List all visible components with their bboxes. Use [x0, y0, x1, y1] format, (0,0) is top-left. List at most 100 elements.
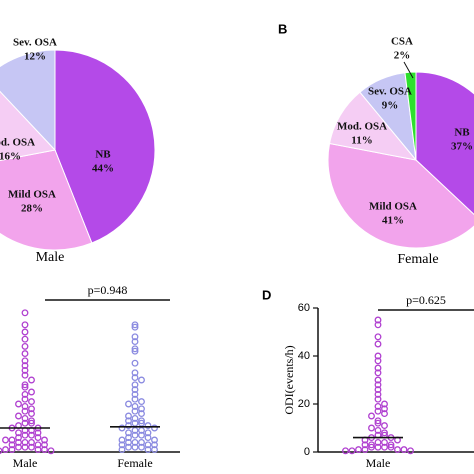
- dot: [2, 446, 9, 454]
- dot: [131, 395, 139, 403]
- dot: [381, 443, 388, 451]
- y-axis-label: ODI(events/h): [282, 345, 296, 414]
- panel-label: B: [278, 21, 287, 36]
- dot: [21, 383, 29, 391]
- dot: [131, 345, 139, 353]
- dot: [21, 366, 29, 374]
- dot: [138, 438, 145, 446]
- dot: [138, 431, 145, 439]
- dot: [138, 417, 145, 425]
- dot: [374, 357, 382, 365]
- dot: [374, 419, 382, 427]
- dot: [131, 359, 139, 367]
- panel-label: D: [262, 287, 271, 302]
- dot: [374, 402, 382, 410]
- slice-value: 2%: [394, 50, 411, 62]
- dot: [34, 446, 42, 454]
- dot: [125, 417, 132, 425]
- dot: [34, 429, 42, 437]
- pie-slice: [415, 71, 474, 216]
- dot: [28, 438, 35, 446]
- leader-line: [403, 61, 414, 79]
- dot: [21, 395, 29, 403]
- dot: [28, 419, 35, 427]
- dot: [28, 417, 35, 425]
- x-tick-label: Female: [117, 456, 152, 470]
- dot: [368, 412, 375, 420]
- dot: [8, 436, 16, 444]
- dot: [28, 443, 35, 451]
- slice-label: Sev. OSA: [368, 86, 412, 98]
- dot: [144, 446, 152, 454]
- dot: [374, 395, 382, 403]
- dot: [21, 438, 29, 446]
- y-tick-label: 60: [298, 302, 310, 314]
- dot: [118, 441, 126, 449]
- dot: [28, 376, 35, 384]
- slice-label: NB: [95, 149, 111, 161]
- dot: [34, 441, 42, 449]
- slice-value: 28%: [21, 203, 43, 215]
- dot: [374, 333, 382, 341]
- y-tick-label: 0: [304, 446, 310, 458]
- dot: [381, 410, 388, 418]
- dot: [374, 438, 382, 446]
- dot: [118, 436, 126, 444]
- dot: [125, 443, 132, 451]
- dot: [21, 309, 29, 317]
- dot: [21, 371, 29, 379]
- dot: [41, 436, 48, 444]
- pie-slice: [0, 49, 56, 152]
- dot: [15, 434, 22, 442]
- dot: [131, 407, 139, 415]
- dot: [131, 386, 139, 394]
- slice-value: 41%: [382, 215, 404, 227]
- dot: [374, 369, 382, 377]
- dot: [394, 446, 401, 454]
- dot: [34, 434, 42, 442]
- dot: [138, 376, 145, 384]
- dot: [374, 352, 382, 360]
- dot: [144, 422, 152, 430]
- y-tick-label: 40: [298, 350, 310, 362]
- dot: [125, 438, 132, 446]
- dot: [125, 412, 132, 420]
- dot: [21, 342, 29, 350]
- dot: [348, 447, 356, 455]
- p-value: p=0.948: [88, 283, 128, 297]
- slice-label: Mild OSA: [369, 201, 417, 213]
- dot: [28, 431, 35, 439]
- dot: [21, 381, 29, 389]
- x-tick-label: Male: [13, 456, 38, 470]
- dot: [381, 422, 388, 430]
- pie-title: Male: [36, 250, 65, 265]
- dot: [21, 362, 29, 370]
- dot: [131, 402, 139, 410]
- dot: [381, 438, 388, 446]
- dot: [374, 426, 382, 434]
- dot: [28, 410, 35, 418]
- dot: [374, 364, 382, 372]
- dot: [407, 447, 414, 455]
- dot: [374, 321, 382, 329]
- dot: [21, 335, 29, 343]
- dot: [131, 333, 139, 341]
- pie-slice: [0, 90, 56, 162]
- slice-value: 12%: [24, 51, 46, 63]
- dot: [15, 400, 22, 408]
- dot: [21, 443, 29, 451]
- dot: [131, 390, 139, 398]
- dot: [131, 438, 139, 446]
- y-tick-label: 20: [298, 398, 310, 410]
- dot: [28, 398, 35, 406]
- dot: [131, 443, 139, 451]
- dot: [387, 441, 395, 449]
- dot: [144, 441, 152, 449]
- slice-label: NB: [454, 127, 470, 139]
- pie-title: Female: [397, 252, 438, 267]
- dot: [131, 321, 139, 329]
- slice-value: 16%: [0, 151, 21, 163]
- pie-slice: [404, 71, 417, 161]
- dot: [361, 446, 369, 454]
